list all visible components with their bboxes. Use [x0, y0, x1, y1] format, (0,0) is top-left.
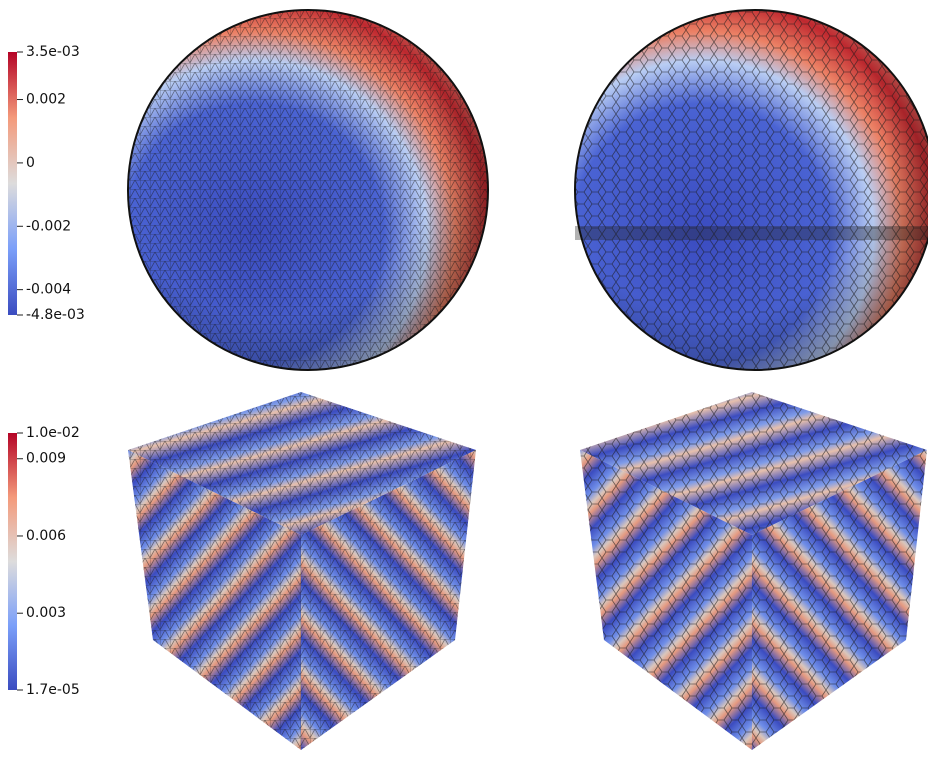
tick-label: 0: [26, 155, 35, 171]
tick-label: 0.006: [26, 528, 66, 544]
tick-label: 1.0e-02: [26, 425, 80, 441]
tick-label: 1.7e-05: [26, 682, 80, 698]
tick-label: 0.003: [26, 605, 66, 621]
tick-label: -4.8e-03: [26, 307, 85, 323]
tick-label: 0.009: [26, 451, 66, 467]
cube-right: [580, 392, 927, 750]
tick-label: -0.002: [26, 218, 71, 234]
colorbar: [8, 433, 17, 690]
tick-label: -0.004: [26, 282, 71, 298]
cube-left: [128, 392, 476, 750]
sphere-right: [574, 9, 928, 371]
tick-label: 3.5e-03: [26, 44, 80, 60]
sphere-left: [127, 9, 489, 371]
tick-label: 0.002: [26, 92, 66, 108]
colorbar: [8, 52, 17, 315]
